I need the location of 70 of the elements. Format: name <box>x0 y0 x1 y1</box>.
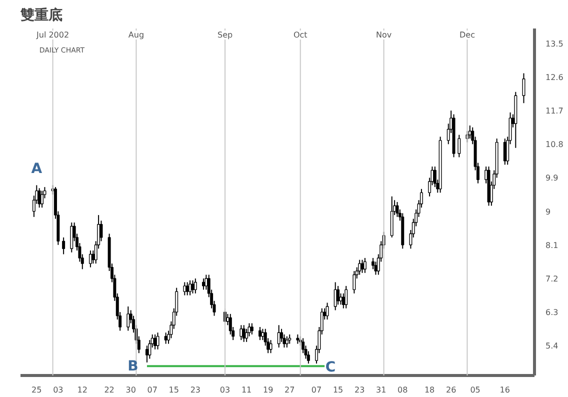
x-tick-label: 05 <box>470 386 480 394</box>
ref-line-label: Dec <box>459 30 475 40</box>
annotation: A <box>31 161 42 178</box>
candlestick <box>458 134 461 158</box>
ref-line-label: Nov <box>376 30 392 40</box>
y-tick-label: 12.6 <box>546 73 564 82</box>
candlestick <box>88 250 92 268</box>
ref-line-label: Jul 2002 <box>36 30 70 40</box>
candlestick <box>522 72 526 104</box>
candlestick <box>188 280 192 296</box>
x-tick-label: 03 <box>53 386 64 394</box>
y-tick-label: 8.1 <box>546 240 558 250</box>
candlestick <box>326 302 329 320</box>
candlestick <box>204 274 208 290</box>
y-tick-label: 13.5 <box>546 39 564 48</box>
candlestick <box>126 306 130 332</box>
x-tick-label: 22 <box>104 386 114 394</box>
x-tick-label: 15 <box>332 386 344 394</box>
candlestick <box>242 324 246 342</box>
x-tick-label: 26 <box>446 386 456 394</box>
candlestick <box>288 334 292 344</box>
y-tick-label: 5.4 <box>546 342 558 351</box>
y-tick-label: 9 <box>546 207 551 216</box>
x-tick-label: 16 <box>500 386 510 394</box>
x-tick-label: 07 <box>311 386 322 394</box>
x-tick-label: 12 <box>77 386 88 394</box>
x-tick-label: 31 <box>376 386 386 394</box>
x-tick-label: 07 <box>147 386 158 394</box>
x-tick-label: 23 <box>190 386 201 394</box>
candlestick <box>261 328 264 341</box>
x-tick-label: 03 <box>220 386 230 394</box>
x-tick-label: 08 <box>398 386 408 394</box>
y-tick-label: 7.2 <box>546 274 558 284</box>
candlestick <box>374 261 378 276</box>
candlestick <box>358 259 362 276</box>
x-tick-label: 23 <box>354 386 365 394</box>
candlestick <box>70 222 74 253</box>
x-tick-label: 25 <box>32 386 42 394</box>
candlestick <box>40 190 44 208</box>
candlestick <box>277 324 280 348</box>
x-tick-label: 19 <box>262 386 274 394</box>
candlestick <box>269 340 272 354</box>
candlestick <box>285 336 288 348</box>
y-tick-label: 11.7 <box>546 106 564 116</box>
candlestick <box>352 270 356 294</box>
ref-line-label: Oct <box>293 30 308 40</box>
annotation: C <box>325 360 336 376</box>
candlestick <box>62 236 66 255</box>
candlestick <box>334 282 337 311</box>
candlestick <box>194 278 197 294</box>
x-tick-label: 11 <box>241 386 252 394</box>
y-tick-label: 6.3 <box>546 308 558 318</box>
chart-title: 雙重底 <box>20 6 62 24</box>
candlestick <box>240 324 243 341</box>
ref-line-label: Sep <box>217 30 233 40</box>
annotation: B <box>128 358 138 374</box>
candlestick <box>183 282 186 296</box>
x-tick-label: 27 <box>284 386 295 394</box>
x-tick-label: 30 <box>126 386 136 394</box>
candlestick <box>363 257 366 274</box>
ref-line-label: Aug <box>128 30 144 40</box>
candlestick <box>250 322 254 335</box>
candlestick <box>191 280 194 294</box>
y-tick-label: 9.9 <box>546 174 558 183</box>
x-tick-label: 18 <box>424 386 435 394</box>
x-tick-label: 15 <box>168 386 179 394</box>
candlestick <box>344 285 348 309</box>
candlestick <box>296 334 300 344</box>
candlestick <box>154 334 157 350</box>
y-tick-label: 10.8 <box>546 140 564 150</box>
